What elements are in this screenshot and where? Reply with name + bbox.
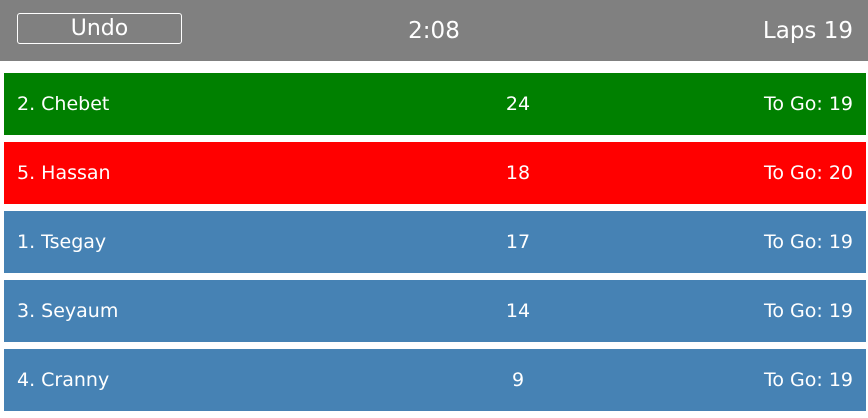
runner-row[interactable]: 3. Seyaum 14 To Go: 19 [4,280,866,342]
to-go-value: 19 [828,231,853,253]
undo-button[interactable]: Undo [17,13,182,44]
to-go-value: 19 [828,369,853,391]
runner-list: 2. Chebet 24 To Go: 19 5. Hassan 18 To Go… [4,73,866,418]
to-go-value: 20 [828,162,853,184]
runner-name: 5. Hassan [17,162,111,184]
laps-display: Laps 19 [763,0,853,61]
runner-lap-count: 14 [505,300,531,322]
to-go-label: To Go: [764,93,823,115]
laps-value: 19 [823,17,853,44]
runner-name: 1. Tsegay [17,231,107,253]
header-bar: Undo 2:08 Laps 19 [0,0,868,61]
runner-laps-to-go: To Go: 19 [764,349,853,411]
to-go-label: To Go: [764,231,823,253]
to-go-value: 19 [828,300,853,322]
runner-laps-to-go: To Go: 20 [764,142,853,204]
race-timer: 2:08 [408,17,460,44]
runner-lap-count: 17 [505,231,531,253]
runner-lap-count: 18 [505,162,531,184]
runner-name: 3. Seyaum [17,300,119,322]
laps-label: Laps [762,17,817,44]
runner-row[interactable]: 1. Tsegay 17 To Go: 19 [4,211,866,273]
runner-lap-count: 9 [511,369,525,391]
to-go-value: 19 [828,93,853,115]
runner-name: 2. Chebet [17,93,110,115]
runner-laps-to-go: To Go: 19 [764,73,853,135]
runner-row[interactable]: 4. Cranny 9 To Go: 19 [4,349,866,411]
runner-laps-to-go: To Go: 19 [764,211,853,273]
to-go-label: To Go: [764,162,823,184]
runner-lap-count: 24 [505,93,531,115]
runner-name: 4. Cranny [17,369,110,391]
to-go-label: To Go: [764,300,823,322]
runner-laps-to-go: To Go: 19 [764,280,853,342]
runner-row[interactable]: 2. Chebet 24 To Go: 19 [4,73,866,135]
to-go-label: To Go: [764,369,823,391]
runner-row[interactable]: 5. Hassan 18 To Go: 20 [4,142,866,204]
